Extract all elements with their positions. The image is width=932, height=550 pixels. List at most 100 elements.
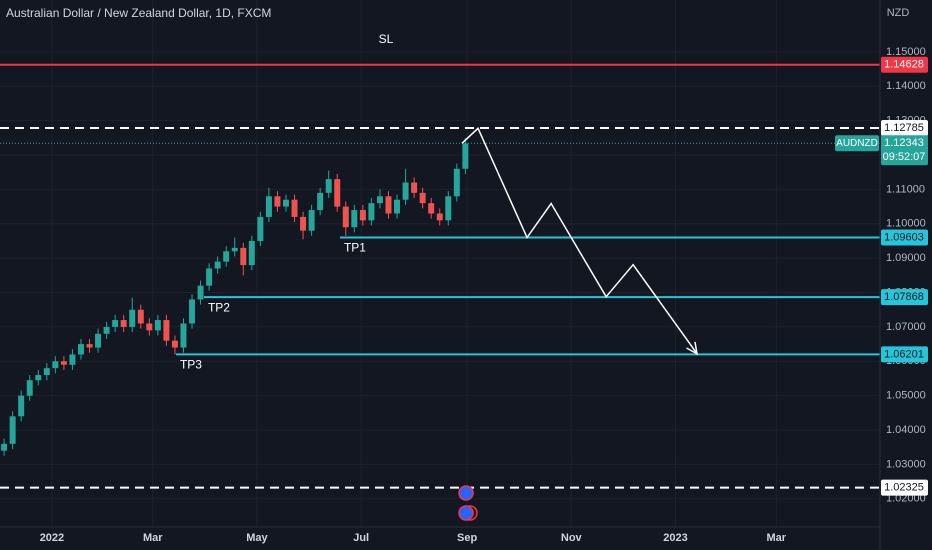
symbol-box: [835, 135, 879, 152]
candle-body: [248, 240, 255, 266]
candle-body: [231, 247, 238, 252]
candle-body: [308, 210, 315, 231]
countdown-label: 09:52:07: [883, 151, 926, 163]
last-price-box: [881, 135, 928, 166]
currency-label: NZD: [887, 7, 910, 19]
event-icon[interactable]: [458, 505, 474, 521]
candle-body: [453, 168, 460, 197]
last-price-label: 1.12343: [884, 137, 924, 149]
candle-body: [274, 196, 281, 207]
chart-title: Australian Dollar / New Zealand Dollar, …: [6, 6, 271, 20]
y-tick-label: 1.11000: [886, 183, 925, 195]
level-label: TP2: [208, 300, 230, 314]
candle-body: [411, 182, 418, 193]
candle-body: [265, 196, 272, 217]
candle-body: [394, 199, 401, 214]
y-tick-label: 1.14000: [886, 80, 926, 92]
level-price-label: 1.06201: [884, 348, 924, 360]
candle-body: [189, 299, 196, 324]
candle-body: [214, 261, 221, 269]
x-tick-label: Jul: [353, 532, 369, 544]
candle-body: [69, 354, 76, 365]
candle-body: [43, 368, 50, 376]
y-tick-label: 1.05000: [886, 390, 926, 402]
candle-body: [342, 206, 349, 228]
candle-body: [317, 192, 324, 211]
y-tick-label: 1.09000: [886, 252, 926, 264]
x-tick-label: Mar: [767, 532, 787, 544]
level-price-label: 1.09603: [884, 231, 924, 243]
candle-body: [112, 320, 119, 327]
plot: SL TP1 TP2 TP3: [0, 32, 880, 489]
candle-body: [445, 196, 452, 221]
x-tick-label: Mar: [143, 532, 163, 544]
y-tick-label: 1.03000: [886, 458, 926, 470]
x-tick-label: 2023: [663, 532, 687, 544]
candle-body: [206, 268, 213, 286]
level-price-box: [881, 346, 928, 363]
candle-body: [35, 375, 42, 381]
candle-body: [385, 196, 392, 214]
candle-body: [291, 199, 298, 217]
x-tick-label: Nov: [561, 532, 583, 544]
symbol-label: AUDNZD: [836, 138, 878, 149]
event-icons[interactable]: [458, 485, 478, 521]
level-price-label: 1.14628: [884, 59, 924, 71]
level-price-box: [881, 229, 928, 246]
event-icon[interactable]: [458, 485, 474, 501]
candle-body: [419, 192, 426, 204]
candle-body: [359, 210, 366, 221]
candle-body: [120, 320, 127, 327]
projection-path: [461, 127, 698, 355]
y-tick-label: 1.07000: [886, 321, 926, 333]
y-tick-label: 1.04000: [886, 424, 926, 436]
candle-body: [334, 179, 341, 207]
candle-body: [129, 309, 136, 327]
x-tick-label: 2022: [40, 532, 64, 544]
level-label: TP1: [344, 241, 366, 255]
candle-body: [351, 210, 358, 228]
level-price-box: [881, 289, 928, 306]
candle-body: [376, 196, 383, 204]
candle-body: [1, 443, 8, 451]
projection-arrowhead: [686, 341, 699, 356]
y-tick-label: 1.10000: [886, 218, 926, 230]
candle-body: [146, 323, 153, 331]
candle-body: [402, 182, 409, 200]
candle-body: [436, 213, 443, 221]
level-label: SL: [379, 32, 394, 46]
candle-body: [223, 251, 230, 262]
candle-body: [180, 323, 187, 348]
candle-body: [282, 199, 289, 207]
candle-body: [95, 333, 102, 348]
candle-body: [428, 203, 435, 214]
candle-body: [197, 285, 204, 300]
candle-body: [154, 320, 161, 331]
candle-body: [325, 179, 332, 193]
candle-body: [368, 203, 375, 221]
level-price-box: [881, 120, 928, 137]
candle-body: [26, 380, 33, 396]
candle-body: [300, 216, 307, 231]
candle-body: [163, 320, 170, 341]
candle-body: [462, 143, 469, 169]
level-price-label: 1.07868: [884, 291, 924, 303]
candle-body: [103, 326, 110, 334]
level-label: TP3: [180, 358, 202, 372]
x-tick-label: Sep: [457, 532, 477, 544]
candle-body: [171, 340, 178, 348]
level-price-box: [881, 56, 928, 73]
level-price-label: 1.02325: [884, 482, 924, 494]
candle-body: [60, 361, 67, 365]
y-tick-label: 1.15000: [886, 46, 926, 58]
candle-body: [52, 361, 59, 369]
candle-body: [77, 344, 84, 355]
axes: 1.020001.030001.040001.050001.060001.070…: [40, 46, 928, 544]
candle-body: [18, 395, 25, 417]
candle-body: [9, 416, 16, 444]
level-price-label: 1.12785: [884, 122, 924, 134]
candle-body: [240, 247, 247, 266]
x-tick-label: May: [246, 532, 268, 544]
